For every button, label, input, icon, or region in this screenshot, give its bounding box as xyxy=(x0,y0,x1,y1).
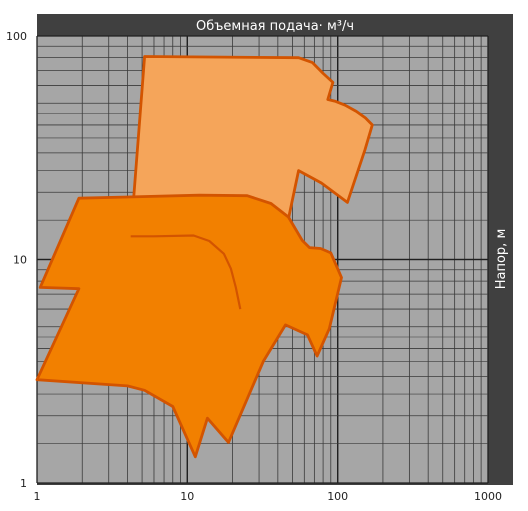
y-tick-label: 1 xyxy=(20,477,27,490)
y-tick-label: 100 xyxy=(6,30,27,43)
right-axis-title: Напор, м xyxy=(494,229,509,290)
x-tick-label: 10 xyxy=(180,490,194,503)
series-area-2 xyxy=(35,193,343,459)
series-inner-outline xyxy=(130,234,242,310)
y-tick-label: 10 xyxy=(13,254,27,267)
top-axis-title: Объемная подача· м³/ч xyxy=(196,19,354,34)
x-tick-label: 100 xyxy=(327,490,348,503)
x-tick-label: 1000 xyxy=(474,490,502,503)
tick-labels: 1 10 100 1000 1 10 100 xyxy=(6,30,502,503)
x-tick-label: 1 xyxy=(34,490,41,503)
series-group xyxy=(35,55,374,459)
